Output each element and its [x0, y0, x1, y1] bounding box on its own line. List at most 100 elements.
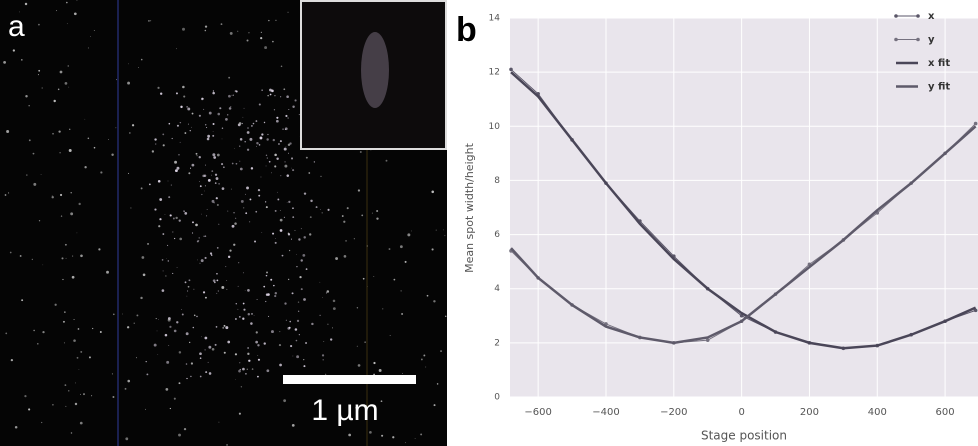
speckle: [257, 358, 261, 361]
speckle: [59, 152, 61, 154]
speckle: [6, 129, 10, 133]
speckle: [254, 240, 257, 243]
speckle: [175, 92, 178, 95]
speckle: [221, 163, 224, 166]
speckle: [211, 199, 215, 203]
speckle: [131, 124, 135, 127]
speckle: [355, 406, 358, 409]
speckle: [148, 20, 150, 22]
speckle: [303, 298, 306, 301]
speckle: [77, 328, 80, 330]
legend-marker: [916, 37, 920, 42]
speckle: [286, 202, 288, 203]
speckle: [212, 123, 215, 126]
speckle: [287, 11, 289, 13]
data-point: [973, 308, 978, 313]
speckle: [90, 36, 91, 37]
speckle: [70, 432, 73, 434]
data-point: [509, 67, 513, 72]
y-tick-label: 10: [489, 122, 501, 132]
speckle: [199, 375, 202, 378]
speckle: [265, 300, 267, 303]
speckle: [88, 356, 91, 359]
speckle: [243, 308, 246, 311]
speckle: [133, 322, 135, 324]
speckle: [51, 196, 54, 199]
speckle: [229, 31, 233, 35]
x-tick-label: 600: [936, 407, 955, 418]
speckle: [200, 259, 204, 263]
speckle: [70, 212, 74, 216]
speckle: [67, 65, 70, 67]
speckle: [252, 122, 255, 125]
speckle: [216, 247, 219, 249]
speckle: [216, 292, 218, 294]
speckle: [140, 296, 143, 300]
speckle: [63, 342, 65, 344]
speckle: [33, 182, 37, 186]
speckle: [176, 321, 179, 324]
speckle: [80, 350, 83, 353]
speckle: [288, 200, 291, 203]
speckle: [173, 329, 177, 333]
speckle: [284, 302, 287, 305]
speckle: [292, 105, 295, 109]
speckle: [227, 255, 231, 259]
speckle: [425, 366, 427, 368]
speckle: [230, 106, 232, 108]
speckle: [4, 194, 7, 196]
speckle: [218, 183, 220, 185]
speckle: [296, 253, 298, 255]
speckle: [320, 209, 321, 210]
y-tick-label: 12: [489, 68, 500, 78]
speckle: [127, 379, 131, 383]
speckle: [187, 290, 189, 292]
speckle: [154, 138, 157, 141]
speckle: [216, 279, 219, 282]
speckle: [279, 140, 282, 143]
speckle: [147, 242, 149, 245]
speckle: [309, 233, 312, 236]
speckle: [64, 384, 67, 387]
speckle: [26, 174, 28, 176]
speckle: [87, 137, 90, 140]
speckle: [303, 192, 307, 195]
speckle: [80, 393, 81, 395]
speckle: [207, 178, 211, 182]
speckle: [199, 180, 201, 182]
speckle: [240, 386, 243, 388]
speckle: [249, 137, 253, 141]
speckle: [234, 148, 235, 149]
speckle: [206, 137, 210, 141]
speckle: [178, 351, 182, 354]
speckle: [275, 238, 276, 239]
speckle: [233, 212, 235, 214]
speckle: [138, 67, 139, 68]
speckle: [191, 163, 195, 167]
speckle: [98, 248, 101, 251]
speckle: [204, 349, 206, 351]
speckle: [288, 109, 290, 110]
speckle: [9, 251, 12, 254]
speckle: [113, 313, 115, 316]
speckle: [54, 303, 57, 306]
speckle: [203, 108, 205, 110]
x-tick-label: 400: [868, 407, 887, 418]
speckle: [223, 351, 226, 354]
speckle: [180, 105, 183, 109]
speckle: [75, 382, 76, 384]
speckle: [151, 150, 155, 153]
speckle: [168, 196, 171, 199]
speckle: [20, 59, 23, 61]
speckle: [265, 165, 267, 167]
speckle: [178, 153, 180, 156]
speckle: [288, 152, 290, 154]
speckle: [204, 235, 207, 237]
speckle: [174, 237, 176, 240]
speckle: [376, 217, 379, 220]
speckle: [256, 299, 258, 300]
speckle: [186, 295, 188, 297]
scale-bar-label: 1 µm: [311, 394, 378, 427]
speckle: [198, 114, 201, 117]
speckle: [264, 201, 267, 203]
